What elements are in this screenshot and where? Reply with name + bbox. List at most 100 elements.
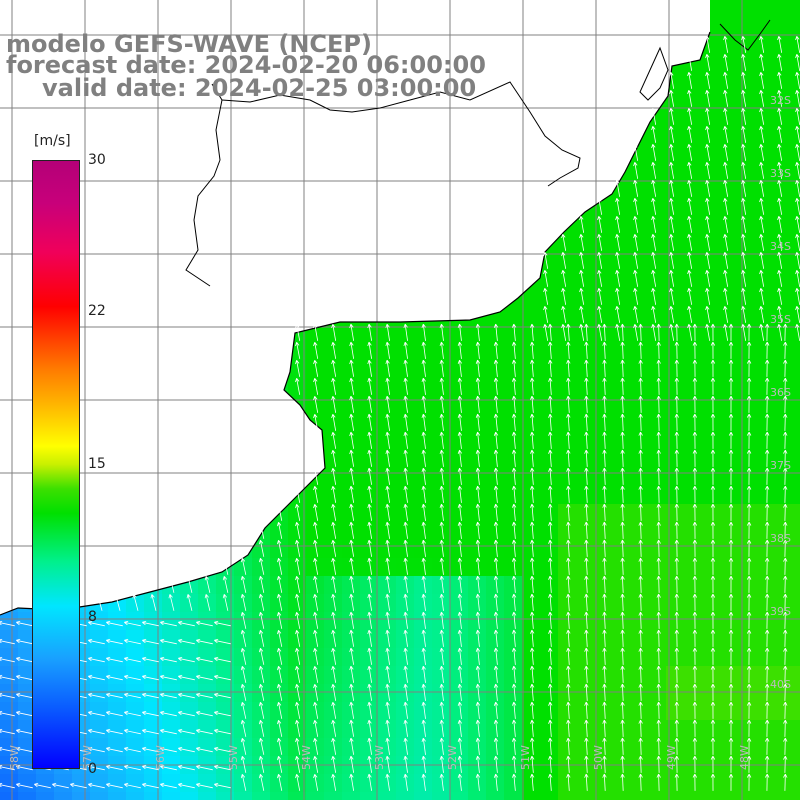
wind-arrow [746, 323, 752, 341]
wind-arrow [385, 575, 390, 593]
wind-arrow [548, 413, 553, 431]
wind-cell [432, 594, 451, 613]
wind-arrow [178, 728, 195, 735]
wind-cell [738, 252, 757, 271]
wind-arrow [674, 377, 679, 395]
wind-cell [540, 792, 559, 800]
wind-arrow [741, 71, 747, 89]
wind-arrow [331, 485, 337, 503]
wind-cell [432, 360, 451, 379]
wind-cell [306, 666, 325, 685]
wind-arrow [584, 647, 589, 665]
wind-arrow [584, 683, 589, 701]
wind-arrow [615, 287, 621, 305]
wind-arrow [240, 576, 247, 593]
wind-cell [702, 162, 721, 181]
wind-arrow [620, 341, 625, 359]
wind-cell [396, 396, 415, 415]
wind-cell [216, 648, 235, 667]
wind-arrow [421, 629, 426, 647]
wind-cell [684, 432, 703, 451]
wind-arrow [511, 521, 517, 539]
wind-arrow [403, 557, 408, 575]
wind-cell [540, 666, 559, 685]
wind-arrow [759, 179, 765, 197]
wind-cell [396, 486, 415, 505]
wind-arrow [457, 611, 463, 629]
wind-cell [738, 288, 757, 307]
wind-cell [180, 666, 199, 685]
wind-arrow [692, 449, 698, 467]
wind-cell [576, 234, 595, 253]
wind-arrow [783, 647, 788, 665]
wind-cell [792, 612, 800, 631]
wind-arrow [710, 449, 716, 467]
wind-cell [792, 594, 800, 613]
wind-arrow [746, 341, 752, 359]
wind-arrow [705, 35, 711, 53]
wind-cell [576, 396, 595, 415]
model-title: modelo GEFS-WAVE (NCEP) [6, 30, 372, 58]
wind-arrow [674, 593, 679, 611]
wind-arrow [457, 503, 463, 521]
wind-arrow [511, 683, 517, 701]
wind-cell [450, 342, 469, 361]
wind-cell [702, 558, 721, 577]
wind-arrow [493, 665, 499, 683]
wind-arrow [566, 575, 571, 593]
wind-cell [792, 0, 800, 19]
wind-cell [342, 594, 361, 613]
wind-arrow [313, 611, 319, 629]
wind-arrow [457, 773, 463, 791]
wind-arrow [723, 71, 729, 89]
wind-arrow [620, 413, 625, 431]
wind-cell [630, 774, 649, 793]
wind-arrow [186, 576, 193, 593]
wind-cell [792, 108, 800, 127]
wind-arrow [620, 575, 625, 593]
wind-cell [648, 648, 667, 667]
wind-cell [720, 252, 739, 271]
wind-arrow [403, 377, 408, 395]
wind-arrow [638, 773, 643, 791]
wind-cell [252, 774, 271, 793]
wind-cell [756, 108, 775, 127]
wind-cell [468, 702, 487, 721]
wind-arrow [16, 782, 33, 789]
wind-cell [738, 270, 757, 289]
wind-arrow [692, 521, 698, 539]
wind-arrow [710, 575, 716, 593]
wind-arrow [723, 89, 729, 107]
wind-cell [324, 540, 343, 559]
wind-cell [504, 738, 523, 757]
wind-arrow [746, 755, 752, 773]
wind-cell [414, 342, 433, 361]
wind-cell [432, 666, 451, 685]
wind-arrow [367, 665, 372, 683]
wind-arrow [651, 251, 657, 269]
wind-cell [324, 504, 343, 523]
wind-arrow [728, 467, 734, 485]
wind-cell [126, 630, 145, 649]
wind-cell [504, 324, 523, 343]
wind-arrow [160, 710, 177, 717]
wind-arrow [178, 674, 195, 681]
wind-cell [486, 720, 505, 739]
wind-cell [288, 522, 307, 541]
wind-arrow [295, 521, 301, 539]
wind-arrow [385, 413, 390, 431]
wind-cell [486, 432, 505, 451]
wind-cell [792, 738, 800, 757]
wind-cell [702, 288, 721, 307]
wind-cell [18, 792, 37, 800]
wind-arrow [548, 449, 553, 467]
wind-arrow [783, 503, 788, 521]
wind-cell [774, 288, 793, 307]
wind-cell [756, 306, 775, 325]
wind-cell [630, 648, 649, 667]
wind-arrow [511, 575, 517, 593]
wind-arrow [214, 674, 231, 681]
wind-arrow [602, 485, 607, 503]
wind-arrow [746, 413, 752, 431]
wind-cell [612, 684, 631, 703]
